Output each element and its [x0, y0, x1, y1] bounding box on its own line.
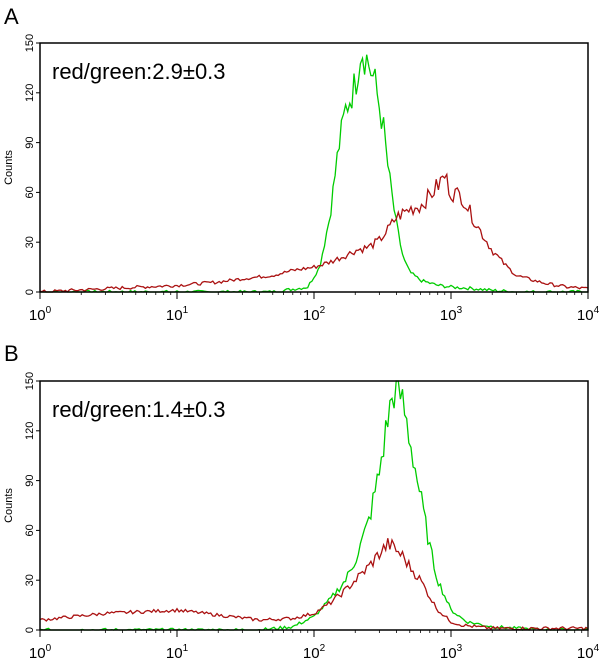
y-tick-label: 0	[24, 627, 36, 633]
y-tick-label: 150	[24, 372, 36, 390]
y-tick-label: 150	[24, 34, 36, 52]
y-axis-label: Counts	[3, 150, 15, 185]
x-tick-label: 100	[29, 643, 52, 662]
y-tick-label: 120	[24, 84, 36, 102]
y-tick-label: 90	[24, 136, 36, 148]
x-tick-label: 104	[577, 305, 600, 324]
y-tick-label: 0	[24, 289, 36, 295]
y-tick-label: 60	[24, 186, 36, 198]
x-tick-label: 102	[303, 305, 326, 324]
panel-label: B	[4, 341, 19, 366]
x-tick-label: 101	[166, 305, 189, 324]
ratio-annotation: red/green:2.9±0.3	[52, 59, 226, 84]
x-tick-label: 104	[577, 643, 600, 662]
y-tick-label: 30	[24, 236, 36, 248]
x-tick-label: 103	[440, 305, 463, 324]
series-line-red	[39, 537, 589, 631]
chart-panel-a: A 0 30 60 90 120 150 Counts 100 101 102 103 104 red/g…	[3, 4, 600, 324]
series-line-red	[39, 172, 589, 293]
y-axis-label: Counts	[3, 488, 15, 523]
panel-label: A	[4, 4, 19, 29]
x-tick-label: 103	[440, 643, 463, 662]
x-tick-label: 102	[303, 643, 326, 662]
chart-panel-b: B 0 30 60 90 120 150 Counts 100 101 102 103 104 red/g…	[3, 341, 600, 662]
x-tick-label: 100	[29, 305, 52, 324]
ratio-annotation: red/green:1.4±0.3	[52, 397, 226, 422]
series-line-green	[39, 54, 588, 293]
x-tick-label: 101	[166, 643, 189, 662]
y-tick-label: 90	[24, 474, 36, 486]
y-tick-label: 30	[24, 574, 36, 586]
y-tick-label: 120	[24, 422, 36, 440]
y-tick-label: 60	[24, 524, 36, 536]
